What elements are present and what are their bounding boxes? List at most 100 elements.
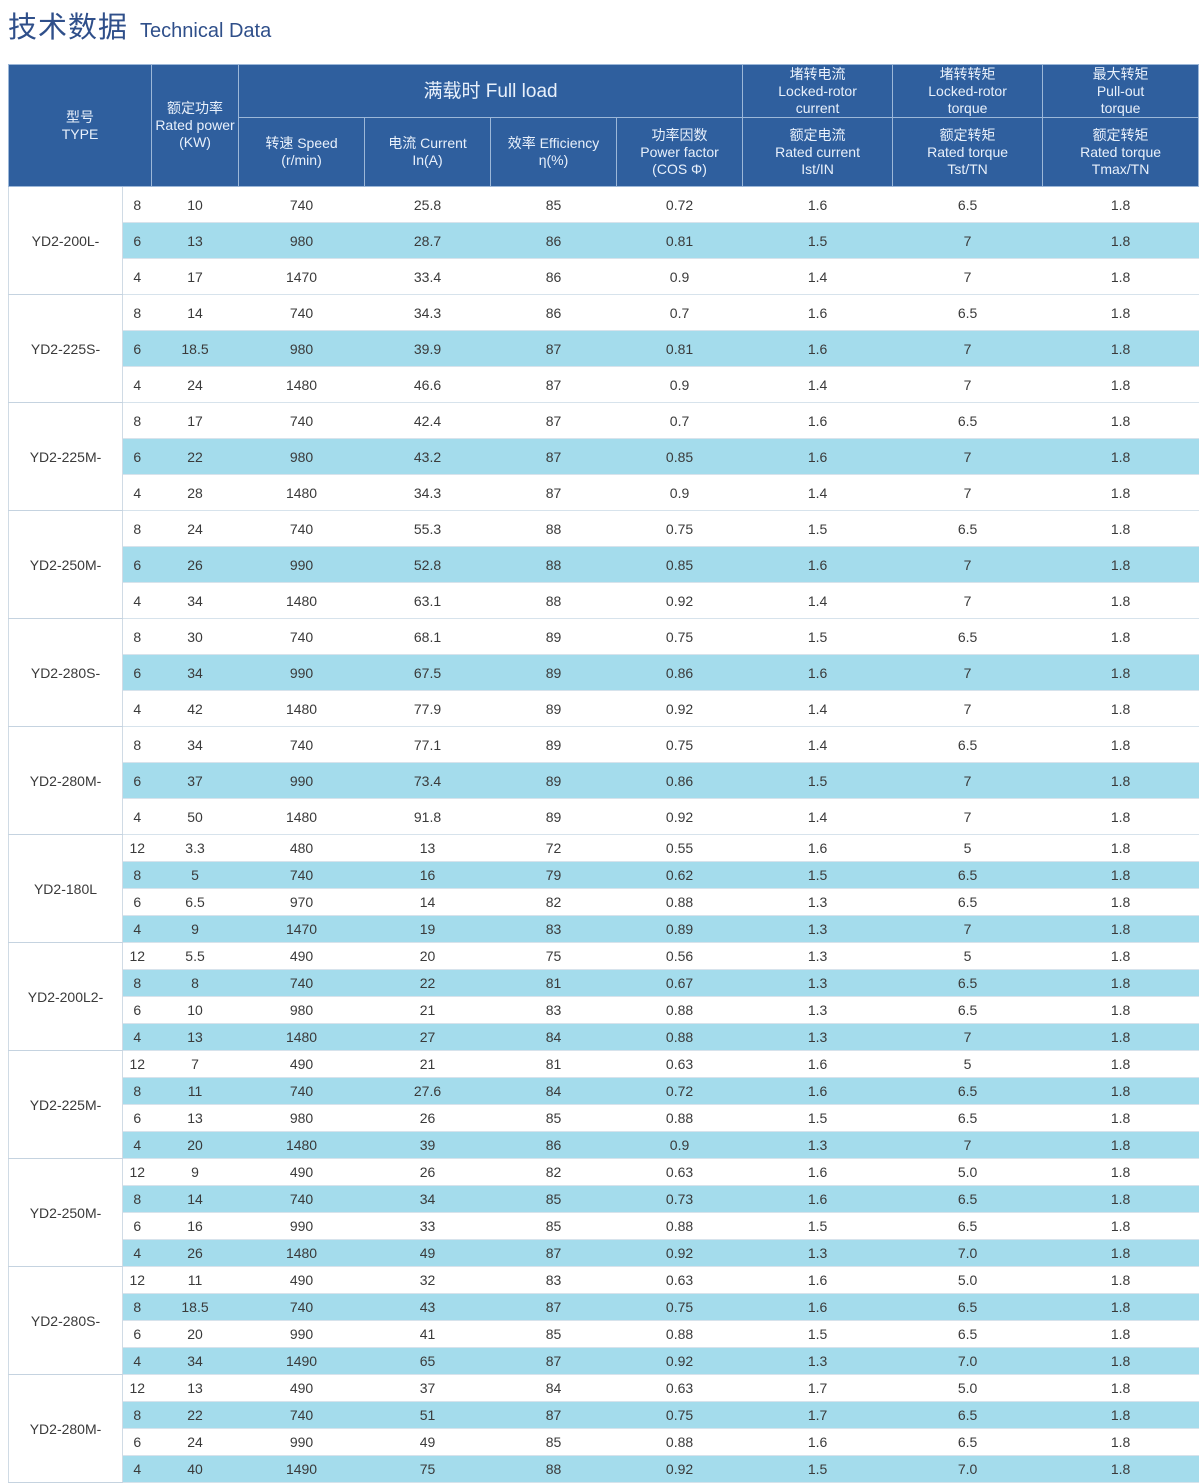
efficiency-cell: 87	[490, 474, 617, 511]
efficiency-cell: 85	[490, 1185, 617, 1213]
locked-torque-cell: 6.5	[892, 1320, 1043, 1348]
table-row: YD2-225M- 12 7 490 21 81 0.63 1.6 5 1.8	[8, 1050, 1199, 1159]
efficiency-cell: 83	[490, 915, 617, 943]
power-factor-cell: 0.63	[616, 1050, 743, 1078]
type-cell: YD2-225S-	[8, 294, 123, 403]
pole-cell: 4	[121, 1023, 152, 1051]
efficiency-cell: 81	[490, 1050, 617, 1078]
max-torque-cell: 1.8	[1042, 582, 1199, 619]
max-torque-cell: 1.8	[1042, 1050, 1199, 1078]
efficiency-cell: 87	[490, 330, 617, 367]
speed-cell: 740	[238, 618, 365, 655]
speed-cell: 990	[238, 762, 365, 799]
current-cell: 63.1	[364, 582, 491, 619]
current-cell: 39.9	[364, 330, 491, 367]
max-torque-cell: 1.8	[1042, 690, 1199, 727]
power-cell: 28	[151, 474, 239, 511]
max-torque-cell: 1.8	[1042, 366, 1199, 403]
table-row: 8 8 740 22 81 0.67 1.3 6.5 1.8	[9, 969, 1199, 997]
current-cell: 34.3	[364, 474, 491, 511]
power-cell: 13	[151, 1104, 239, 1132]
locked-torque-cell: 7	[892, 1023, 1043, 1051]
power-factor-cell: 0.92	[616, 582, 743, 619]
locked-current-cell: 1.3	[742, 1347, 893, 1375]
pole-cell: 12	[121, 1158, 152, 1186]
max-torque-cell: 1.8	[1042, 1428, 1199, 1456]
header-pull-out-torque: 最大转矩 Pull-out torque	[1042, 64, 1200, 118]
power-factor-cell: 0.88	[616, 1212, 743, 1240]
table-row: YD2-280S- 8 30 740 68.1 89 0.75 1.5 6.5 1.8	[8, 618, 1199, 727]
locked-current-cell: 1.6	[742, 1158, 893, 1186]
table-row: YD2-200L2- 12 5.5 490 20 75 0.56 1.3 5 1.8	[8, 942, 1199, 1051]
current-cell: 28.7	[364, 222, 491, 259]
table-row: YD2-180L 12 3.3 480 13 72 0.55 1.6 5 1.8	[8, 834, 1199, 943]
current-cell: 32	[364, 1266, 491, 1294]
locked-torque-cell: 6.5	[892, 726, 1043, 763]
pole-cell: 8	[121, 969, 152, 997]
speed-cell: 490	[238, 1050, 365, 1078]
table-body: YD2-200L- 8 10 740 25.8 85 0.72 1.6 6.5 1.8 6 13 980…	[8, 186, 1199, 1483]
type-cell: YD2-200L-	[8, 186, 123, 295]
power-cell: 13	[151, 1374, 239, 1402]
speed-cell: 980	[238, 222, 365, 259]
power-cell: 26	[151, 546, 239, 583]
locked-torque-cell: 6.5	[892, 996, 1043, 1024]
locked-current-cell: 1.5	[742, 222, 893, 259]
power-factor-cell: 0.62	[616, 861, 743, 889]
locked-current-cell: 1.4	[742, 582, 893, 619]
locked-torque-cell: 5.0	[892, 1266, 1043, 1294]
efficiency-cell: 89	[490, 618, 617, 655]
locked-torque-cell: 6.5	[892, 969, 1043, 997]
locked-current-cell: 1.4	[742, 474, 893, 511]
current-cell: 34.3	[364, 294, 491, 331]
speed-cell: 1480	[238, 1239, 365, 1267]
locked-current-cell: 1.4	[742, 690, 893, 727]
power-factor-cell: 0.75	[616, 510, 743, 547]
locked-current-cell: 1.5	[742, 861, 893, 889]
type-cell: YD2-280S-	[8, 618, 123, 727]
locked-torque-cell: 7.0	[892, 1347, 1043, 1375]
locked-current-cell: 1.6	[742, 1293, 893, 1321]
current-cell: 67.5	[364, 654, 491, 691]
header-efficiency: 效率 Efficiency η(%)	[490, 117, 618, 187]
max-torque-cell: 1.8	[1042, 969, 1199, 997]
speed-cell: 740	[238, 510, 365, 547]
locked-torque-cell: 5.0	[892, 1374, 1043, 1402]
power-factor-cell: 0.75	[616, 1293, 743, 1321]
power-factor-cell: 0.63	[616, 1374, 743, 1402]
power-cell: 24	[151, 1428, 239, 1456]
locked-torque-cell: 7	[892, 546, 1043, 583]
pole-cell: 6	[121, 1428, 152, 1456]
max-torque-cell: 1.8	[1042, 654, 1199, 691]
current-cell: 68.1	[364, 618, 491, 655]
efficiency-cell: 82	[490, 888, 617, 916]
power-factor-cell: 0.75	[616, 1401, 743, 1429]
efficiency-cell: 88	[490, 510, 617, 547]
locked-torque-cell: 7	[892, 582, 1043, 619]
locked-torque-cell: 5	[892, 1050, 1043, 1078]
efficiency-cell: 89	[490, 798, 617, 835]
table-row: 4 17 1470 33.4 86 0.9 1.4 7 1.8	[9, 258, 1199, 295]
current-cell: 75	[364, 1455, 491, 1483]
max-torque-cell: 1.8	[1042, 942, 1199, 970]
locked-torque-cell: 6.5	[892, 1428, 1043, 1456]
power-factor-cell: 0.73	[616, 1185, 743, 1213]
header-power-factor: 功率因数 Power factor (COS Φ)	[616, 117, 744, 187]
pole-cell: 6	[121, 546, 152, 583]
max-torque-cell: 1.8	[1042, 1185, 1199, 1213]
speed-cell: 990	[238, 654, 365, 691]
header-max-torque: 额定转矩 Rated torque Tmax/TN	[1042, 117, 1200, 187]
table-row: 6 22 980 43.2 87 0.85 1.6 7 1.8	[9, 438, 1199, 475]
power-factor-cell: 0.85	[616, 438, 743, 475]
speed-cell: 490	[238, 942, 365, 970]
efficiency-cell: 85	[490, 186, 617, 223]
max-torque-cell: 1.8	[1042, 438, 1199, 475]
header-rated-power: 额定功率 Rated power (KW)	[151, 64, 240, 187]
max-torque-cell: 1.8	[1042, 1320, 1199, 1348]
efficiency-cell: 86	[490, 294, 617, 331]
efficiency-cell: 75	[490, 942, 617, 970]
table-row: YD2-250M- 12 9 490 26 82 0.63 1.6 5.0 1.8	[8, 1158, 1199, 1267]
power-factor-cell: 0.9	[616, 366, 743, 403]
header-rated-current: 额定电流 Rated current Ist/IN	[742, 117, 894, 187]
locked-current-cell: 1.6	[742, 186, 893, 223]
